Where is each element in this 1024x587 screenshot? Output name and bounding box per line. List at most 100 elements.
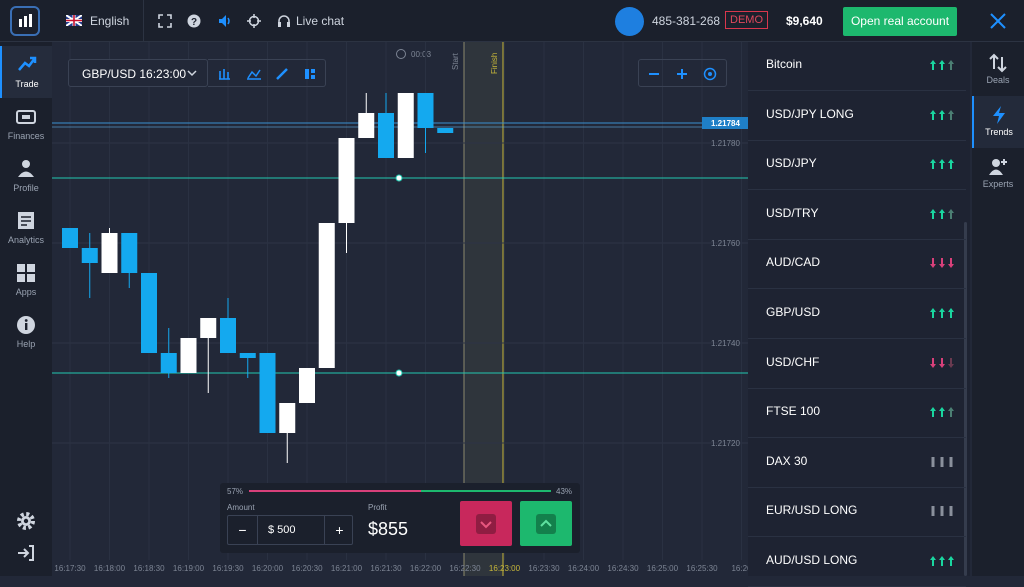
right-tab[interactable]: Deals: [972, 44, 1024, 96]
sidebar-icon: [17, 316, 35, 334]
call-percent: 43%: [556, 487, 573, 496]
sidebar-item[interactable]: Trade: [0, 46, 52, 98]
time-label: 16:24:00: [568, 564, 600, 573]
decrease-amount[interactable]: −: [228, 516, 258, 544]
candle-body: [81, 248, 98, 263]
time-label: 16:22:30: [449, 564, 481, 573]
trend-arrows: [930, 60, 954, 70]
settings-icon[interactable]: [15, 510, 37, 537]
asset-name: Bitcoin: [766, 57, 803, 71]
time-label: 16:18:30: [133, 564, 165, 573]
trend-arrow: [940, 456, 944, 467]
put-percent: 57%: [227, 487, 244, 496]
candle-tool[interactable]: [219, 69, 230, 80]
asset-row[interactable]: EUR/USD LONG: [748, 488, 966, 538]
trend-arrow: [930, 109, 936, 120]
zoom-in[interactable]: [677, 69, 687, 79]
amount[interactable]: $ 500: [268, 524, 296, 536]
candle-body: [101, 233, 118, 273]
trend-arrows: [930, 308, 954, 318]
asset-row[interactable]: USD/JPY: [748, 141, 966, 191]
candle-body: [318, 223, 335, 368]
trend-arrow: [939, 208, 945, 219]
trend-arrows: [930, 208, 954, 219]
trend-arrows: [930, 556, 954, 566]
sidebar-icon: [18, 212, 34, 229]
avatar[interactable]: [615, 7, 644, 36]
trend-arrow: [930, 159, 936, 170]
zoom-reset[interactable]: [703, 67, 717, 81]
asset-row[interactable]: GBP/USD: [748, 290, 966, 339]
open-real-account[interactable]: Open real account: [843, 7, 957, 36]
trend-arrow: [949, 456, 953, 467]
plot: [52, 42, 748, 560]
language[interactable]: English: [90, 14, 130, 28]
top-bar: English ? Live chat 485-381-268 DEMO $9,…: [0, 0, 1024, 42]
live-chat[interactable]: Live chat: [296, 14, 345, 28]
candle-body: [239, 353, 256, 358]
asset-row[interactable]: AUD/USD LONG: [748, 538, 966, 587]
sidebar-item[interactable]: Finances: [0, 98, 52, 150]
put-button[interactable]: [460, 501, 512, 546]
trend-arrows: [930, 258, 954, 269]
trend-arrow: [948, 258, 954, 269]
right-tab[interactable]: Trends: [972, 96, 1024, 148]
time-label: 16:21:30: [370, 564, 402, 573]
asset-row[interactable]: Bitcoin: [748, 42, 966, 91]
asset-row[interactable]: USD/JPY LONG: [748, 92, 966, 141]
trend-arrow: [930, 208, 936, 219]
line-tool[interactable]: [247, 69, 261, 80]
sidebar-label: Analytics: [7, 235, 44, 245]
layout-tool[interactable]: [305, 69, 315, 79]
sidebar-item[interactable]: Profile: [0, 150, 52, 202]
asset-label: GBP/USD 16:23:00: [82, 67, 187, 81]
sidebar-label: Trade: [15, 79, 39, 89]
sidebar-item[interactable]: Analytics: [0, 202, 52, 254]
tab-icon: [989, 159, 1007, 175]
asset-row[interactable]: DAX 30: [748, 439, 966, 488]
draw-tool[interactable]: [276, 68, 288, 80]
logout-icon[interactable]: [15, 542, 37, 569]
close-icon[interactable]: [989, 12, 1007, 30]
profit-label: Profit: [368, 503, 387, 512]
increase-amount[interactable]: +: [324, 516, 354, 544]
call-button[interactable]: [520, 501, 572, 546]
asset-name: USD/JPY: [766, 156, 817, 171]
asset-name: AUD/CAD: [766, 255, 821, 270]
balance: $9,640: [786, 14, 823, 28]
sidebar-label: Help: [16, 339, 36, 349]
sound-icon[interactable]: [218, 14, 232, 28]
trend-arrow: [940, 506, 944, 517]
sidebar-label: Apps: [15, 287, 37, 297]
asset-row[interactable]: USD/CHF: [748, 340, 966, 389]
asset-row[interactable]: FTSE 100: [748, 389, 966, 439]
asset-row[interactable]: AUD/CAD: [748, 240, 966, 290]
time-label: 16:19:00: [173, 564, 205, 573]
asset-name: USD/TRY: [766, 205, 819, 220]
trend-arrow: [948, 556, 954, 566]
asset-name: USD/CHF: [766, 354, 820, 369]
help-icon[interactable]: ?: [187, 14, 201, 28]
fullscreen-icon[interactable]: [158, 14, 172, 28]
trend-arrows: [930, 109, 954, 120]
y-tick-label: 1.21760: [711, 239, 740, 248]
demo-badge[interactable]: DEMO: [725, 11, 768, 29]
trend-arrow: [949, 506, 953, 517]
trend-arrow: [939, 556, 945, 566]
trade-point: [395, 174, 403, 182]
time-label: 16:26: [731, 564, 752, 573]
current-price: 1.21784: [711, 119, 740, 128]
candle-body: [160, 353, 177, 373]
target-icon[interactable]: [247, 14, 261, 28]
chart-tools: [208, 59, 326, 87]
logo[interactable]: [10, 6, 40, 36]
scrollbar[interactable]: [964, 222, 967, 576]
trend-arrow: [939, 159, 945, 170]
asset-selector[interactable]: GBP/USD 16:23:00: [68, 59, 208, 87]
sidebar-item[interactable]: Help: [0, 306, 52, 358]
sidebar-item[interactable]: Apps: [0, 254, 52, 306]
right-tab[interactable]: Experts: [972, 148, 1024, 200]
asset-row[interactable]: USD/TRY: [748, 191, 966, 240]
asset-name: AUD/USD LONG: [766, 553, 858, 567]
trend-arrow: [931, 506, 935, 517]
